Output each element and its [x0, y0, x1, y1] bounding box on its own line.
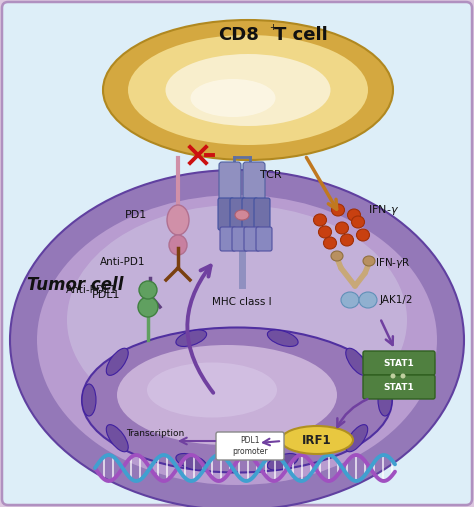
Ellipse shape	[401, 374, 405, 379]
Ellipse shape	[331, 204, 345, 216]
Ellipse shape	[139, 281, 157, 299]
FancyBboxPatch shape	[363, 375, 435, 399]
Ellipse shape	[267, 330, 298, 346]
FancyBboxPatch shape	[256, 227, 272, 251]
Ellipse shape	[235, 210, 249, 220]
Ellipse shape	[346, 348, 368, 375]
Ellipse shape	[356, 229, 370, 241]
Text: Anti-PD1: Anti-PD1	[100, 257, 146, 267]
Ellipse shape	[331, 251, 343, 261]
Ellipse shape	[378, 384, 392, 416]
Ellipse shape	[117, 345, 337, 445]
Ellipse shape	[147, 363, 277, 417]
Ellipse shape	[363, 256, 375, 266]
Text: PDL1
promoter: PDL1 promoter	[232, 437, 268, 456]
FancyBboxPatch shape	[216, 432, 284, 460]
Ellipse shape	[103, 20, 393, 160]
Text: CD8: CD8	[218, 26, 259, 44]
Ellipse shape	[319, 226, 331, 238]
FancyBboxPatch shape	[244, 227, 260, 251]
FancyBboxPatch shape	[218, 198, 234, 230]
Text: PD1: PD1	[125, 210, 147, 220]
FancyBboxPatch shape	[242, 198, 258, 230]
Text: STAT1: STAT1	[383, 358, 414, 368]
Ellipse shape	[37, 195, 437, 485]
Text: IFN-$\gamma$: IFN-$\gamma$	[368, 203, 399, 217]
FancyBboxPatch shape	[363, 351, 435, 375]
Ellipse shape	[391, 374, 395, 379]
Ellipse shape	[281, 426, 353, 454]
Ellipse shape	[340, 234, 354, 246]
FancyBboxPatch shape	[220, 227, 236, 251]
Ellipse shape	[67, 205, 407, 435]
Text: T cell: T cell	[274, 26, 328, 44]
Ellipse shape	[191, 79, 275, 117]
Ellipse shape	[176, 454, 207, 470]
Text: PDL1: PDL1	[92, 290, 120, 300]
Text: Anti-PDL1: Anti-PDL1	[66, 285, 118, 295]
Ellipse shape	[359, 292, 377, 308]
FancyBboxPatch shape	[243, 162, 265, 203]
Text: JAK1/2: JAK1/2	[380, 295, 413, 305]
Ellipse shape	[106, 348, 128, 375]
Ellipse shape	[167, 205, 189, 235]
Ellipse shape	[10, 170, 464, 507]
Ellipse shape	[169, 235, 187, 255]
Text: MHC class I: MHC class I	[212, 297, 272, 307]
Ellipse shape	[106, 425, 128, 452]
Ellipse shape	[323, 237, 337, 249]
Text: IRF1: IRF1	[302, 433, 332, 447]
FancyBboxPatch shape	[219, 162, 241, 203]
Ellipse shape	[352, 216, 365, 228]
Ellipse shape	[347, 209, 361, 221]
Ellipse shape	[313, 214, 327, 226]
Ellipse shape	[176, 330, 207, 346]
Ellipse shape	[128, 35, 368, 145]
Ellipse shape	[336, 222, 348, 234]
Text: Transcription: Transcription	[126, 428, 184, 438]
Text: IFN-$\gamma$R: IFN-$\gamma$R	[375, 256, 410, 270]
Ellipse shape	[82, 328, 392, 473]
FancyBboxPatch shape	[230, 198, 246, 230]
Text: Tumor cell: Tumor cell	[27, 276, 123, 294]
FancyBboxPatch shape	[254, 198, 270, 230]
Text: $^+$: $^+$	[268, 23, 278, 37]
Ellipse shape	[341, 292, 359, 308]
Ellipse shape	[346, 425, 368, 452]
Text: STAT1: STAT1	[383, 382, 414, 391]
FancyBboxPatch shape	[232, 227, 248, 251]
Ellipse shape	[165, 54, 330, 126]
Text: TCR: TCR	[260, 170, 282, 180]
Ellipse shape	[267, 454, 298, 470]
Ellipse shape	[138, 297, 158, 317]
Ellipse shape	[82, 384, 96, 416]
